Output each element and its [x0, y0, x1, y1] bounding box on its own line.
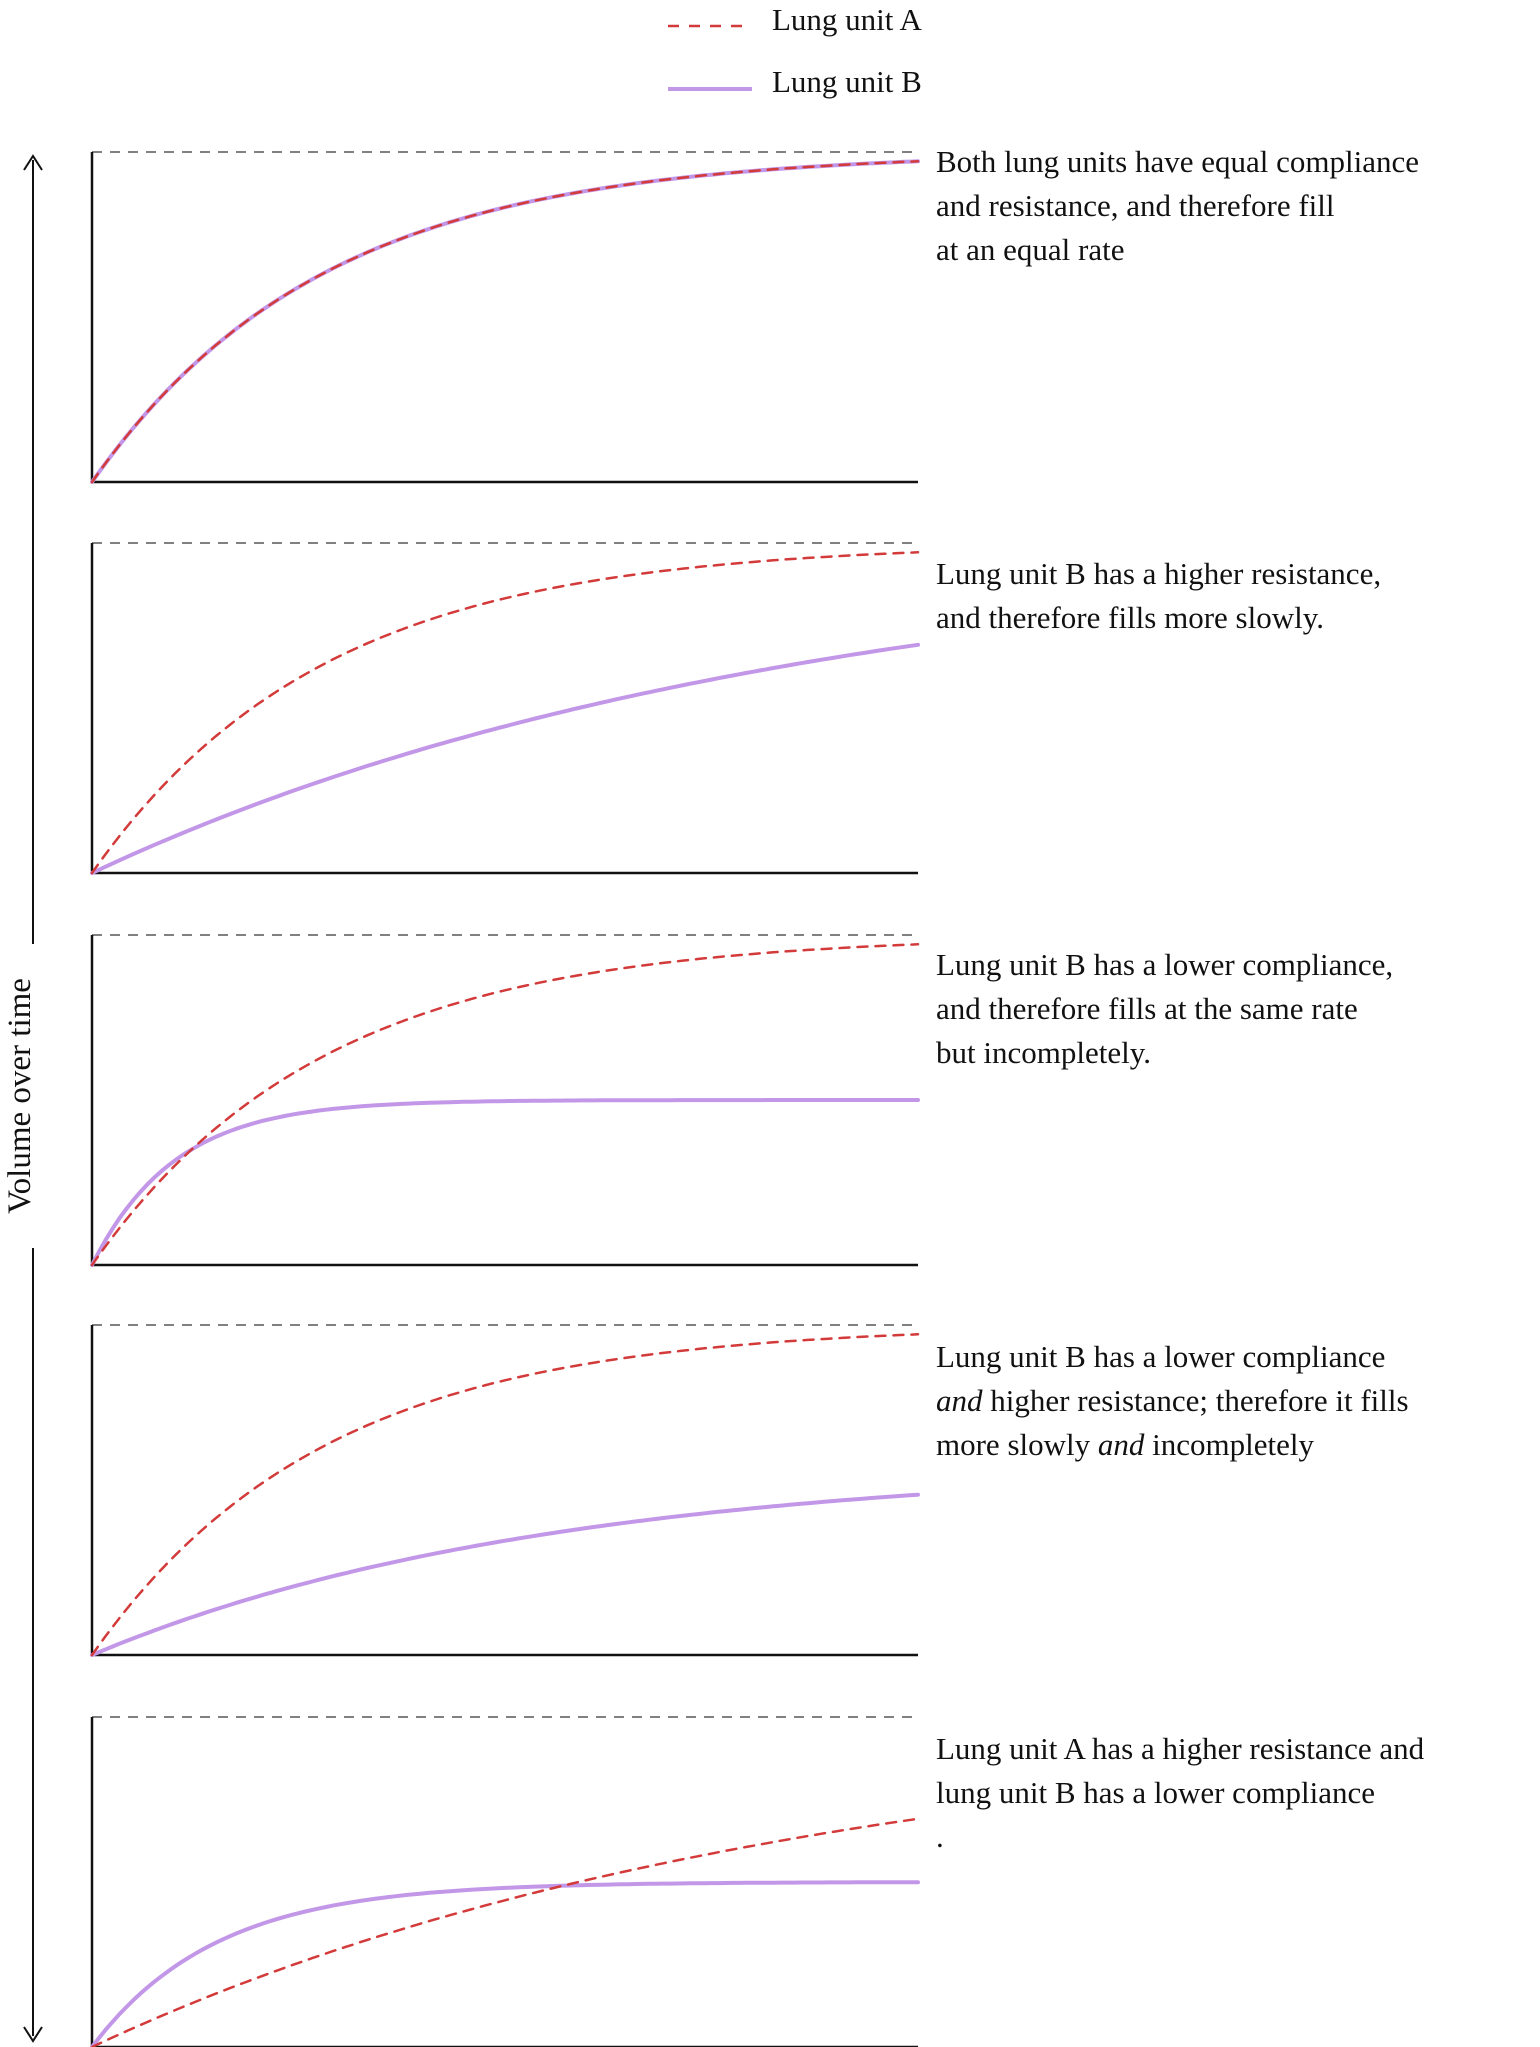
shared-y-axis: Volume over time — [2, 154, 43, 2043]
y-axis-title: Volume over time — [2, 978, 38, 1214]
panel-3-caption-line: Lung unit B has a lower compliance, — [936, 943, 1536, 987]
caption-text: at an equal rate — [936, 232, 1125, 267]
caption-text: Lung unit B has a higher resistance, — [936, 556, 1382, 591]
panel-5-caption-line: lung unit B has a lower compliance — [936, 1771, 1536, 1815]
panel-2-lung-unit-b-curve — [90, 642, 920, 875]
panel-2-caption: Lung unit B has a higher resistance, and … — [936, 552, 1536, 640]
caption-text: Lung unit B has a lower compliance, — [936, 947, 1394, 982]
caption-text: Lung unit A has a higher resistance and — [936, 1731, 1425, 1766]
y-axis-top-arrowhead — [23, 154, 43, 171]
panel-4-caption-line: Lung unit B has a lower compliance — [936, 1335, 1536, 1379]
panel-2-caption-line: Lung unit B has a higher resistance, — [936, 552, 1536, 596]
panel-3-lung-unit-b-curve — [90, 1098, 920, 1267]
caption-text: lung unit B has a lower compliance — [936, 1775, 1376, 1810]
panel-5-caption-line: Lung unit A has a higher resistance and — [936, 1727, 1536, 1771]
caption-text: Lung unit B has a lower compliance — [936, 1339, 1386, 1374]
caption-text: and therefore fills more slowly. — [936, 600, 1324, 635]
panel-1-caption-line: at an equal rate — [936, 228, 1536, 272]
caption-text: and therefore fills at the same rate — [936, 991, 1358, 1026]
caption-text: but incompletely. — [936, 1035, 1151, 1070]
panel-1-lung-unit-a-curve — [90, 160, 920, 484]
legend-label-lung-unit-a: Lung unit A — [772, 2, 922, 37]
panel-1-caption-line: and resistance, and therefore fill — [936, 184, 1536, 228]
legend-label-lung-unit-b: Lung unit B — [772, 64, 922, 99]
caption-text: higher resistance; therefore it fills — [982, 1383, 1409, 1418]
panel-1-caption-line: Both lung units have equal compliance — [936, 140, 1536, 184]
caption-text: and resistance, and therefore fill — [936, 188, 1335, 223]
panel-4-caption-line: more slowly and incompletely — [936, 1423, 1536, 1467]
caption-text: more slowly — [936, 1427, 1098, 1462]
caption-text: incompletely — [1144, 1427, 1314, 1462]
panel-5-lung-unit-a-curve — [90, 1817, 920, 2047]
panel-1 — [90, 151, 920, 484]
caption-text: and — [936, 1383, 983, 1418]
panel-5-lung-unit-b-curve — [90, 1880, 920, 2047]
panel-2-caption-line: and therefore fills more slowly. — [936, 596, 1536, 640]
panel-4-caption: Lung unit B has a lower compliance and hi… — [936, 1335, 1536, 1467]
panel-4-caption-line: and higher resistance; therefore it fill… — [936, 1379, 1536, 1423]
panel-1-caption: Both lung units have equal compliance and… — [936, 140, 1536, 272]
caption-text: and — [1097, 1427, 1145, 1462]
y-axis-bottom-arrowhead — [23, 2026, 43, 2043]
panel-3 — [90, 934, 920, 1267]
panel-3-lung-unit-a-curve — [90, 943, 920, 1267]
panel-3-caption: Lung unit B has a lower compliance, and t… — [936, 943, 1536, 1075]
panel-5 — [90, 1716, 920, 2047]
legend: Lung unit A Lung unit B — [668, 2, 922, 99]
panel-3-caption-line: but incompletely. — [936, 1031, 1536, 1075]
panel-3-caption-line: and therefore fills at the same rate — [936, 987, 1536, 1031]
caption-text: . — [936, 1819, 944, 1854]
panels — [90, 151, 920, 2047]
panel-2-lung-unit-a-curve — [90, 551, 920, 875]
panel-4-lung-unit-a-curve — [90, 1333, 920, 1657]
panel-4-lung-unit-b-curve — [90, 1492, 920, 1657]
panel-5-caption: Lung unit A has a higher resistance and l… — [936, 1727, 1536, 1859]
panel-2 — [90, 542, 920, 875]
panel-5-caption-line: . — [936, 1815, 1536, 1859]
panel-1-lung-unit-b-curve — [90, 159, 920, 484]
caption-text: Both lung units have equal compliance — [936, 144, 1419, 179]
panel-4 — [90, 1324, 920, 1657]
